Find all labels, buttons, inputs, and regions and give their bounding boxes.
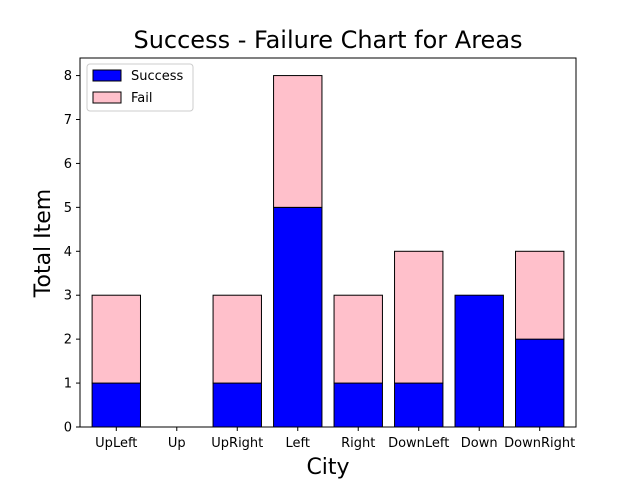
x-tick-label: DownLeft — [388, 436, 449, 451]
y-tick-label: 7 — [64, 113, 72, 128]
bar-fail-downleft — [394, 250, 444, 384]
legend-label-success: Success — [131, 69, 184, 84]
bar-success-downright — [515, 338, 565, 428]
x-axis-label: City — [306, 455, 349, 480]
bar-fail-downright — [515, 250, 565, 340]
plot-frame — [79, 57, 577, 428]
bar-success-upleft — [91, 382, 141, 428]
bar-success-upright — [212, 382, 262, 428]
y-tick-label: 1 — [64, 377, 72, 392]
chart-title: Success - Failure Chart for Areas — [133, 26, 522, 54]
x-tick-label: UpLeft — [95, 436, 137, 451]
x-tick-label: Left — [286, 436, 310, 451]
x-tick-label: UpRight — [211, 436, 263, 451]
bar-fail-left — [273, 75, 323, 208]
y-tick-label: 0 — [64, 421, 72, 436]
y-axis-label: Total Item — [31, 189, 56, 298]
legend-label-fail: Fail — [131, 91, 152, 106]
x-tick-label: Right — [341, 436, 375, 451]
legend-swatch-success — [92, 69, 122, 82]
bar-fail-upleft — [91, 294, 141, 384]
bar-success-right — [333, 382, 383, 428]
bar-fail-right — [333, 294, 383, 384]
legend-swatch-fail — [92, 91, 122, 104]
bar-success-downleft — [394, 382, 444, 428]
axes-layer: 0 1 2 3 4 5 6 7 8 UpLeft Up UpRight Left Right DownLef… — [64, 57, 577, 451]
y-tick-label: 4 — [64, 245, 72, 260]
x-tick-label: Down — [461, 436, 498, 451]
legend: Success Fail — [86, 63, 194, 112]
bar-success-left — [273, 206, 323, 428]
x-tick-label: DownRight — [504, 436, 575, 451]
y-tick-label: 2 — [64, 333, 72, 348]
bars-layer — [91, 75, 565, 428]
y-tick-label: 5 — [64, 201, 72, 216]
y-tick-label: 3 — [64, 289, 72, 304]
bar-success-down — [454, 294, 504, 428]
y-tick-label: 6 — [64, 157, 72, 172]
y-tick-label: 8 — [64, 69, 72, 84]
bar-fail-upright — [212, 294, 262, 384]
x-tick-label: Up — [168, 436, 186, 451]
